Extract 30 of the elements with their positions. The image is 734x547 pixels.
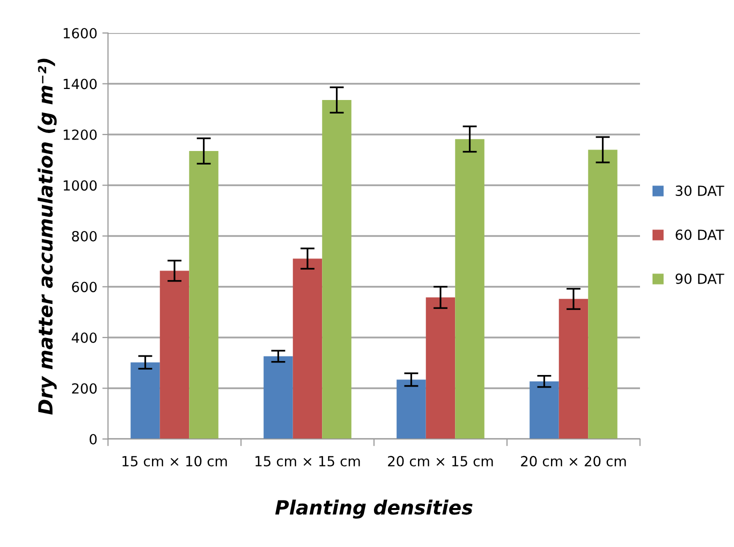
bar: [322, 100, 352, 439]
x-tick-label: 20 cm × 15 cm: [388, 456, 493, 466]
legend-label: 90 DAT: [676, 274, 724, 284]
y-tick-label: 1200: [64, 129, 97, 140]
x-tick-label: 15 cm × 15 cm: [256, 456, 360, 466]
y-tick-label: 0: [90, 434, 97, 444]
bar: [588, 150, 618, 439]
bar: [130, 362, 160, 439]
legend-label: 60 DAT: [676, 230, 724, 240]
bar: [292, 258, 322, 439]
bar: [530, 381, 559, 439]
bar: [264, 356, 293, 439]
bar: [396, 380, 426, 439]
bar: [189, 150, 218, 439]
y-tick-label: 1400: [64, 78, 97, 90]
bar: [558, 298, 588, 439]
bar: [455, 139, 484, 439]
x-axis-title: Planting densities: [275, 500, 472, 519]
y-tick-label: 600: [72, 282, 97, 292]
y-tick-label: 1600: [64, 28, 97, 38]
y-tick-label: 1000: [64, 180, 97, 191]
x-tick-label: 15 cm × 10 cm: [122, 456, 227, 466]
x-tick-label: 20 cm × 20 cm: [521, 456, 626, 466]
y-tick-label: 200: [72, 383, 97, 394]
y-axis-title: Dry matter accumulation (g m⁻²): [38, 58, 57, 415]
legend-label: 30 DAT: [676, 186, 724, 196]
bar: [160, 270, 190, 439]
bar: [426, 297, 456, 439]
y-tick-label: 800: [72, 230, 97, 242]
y-tick-label: 400: [72, 332, 97, 343]
